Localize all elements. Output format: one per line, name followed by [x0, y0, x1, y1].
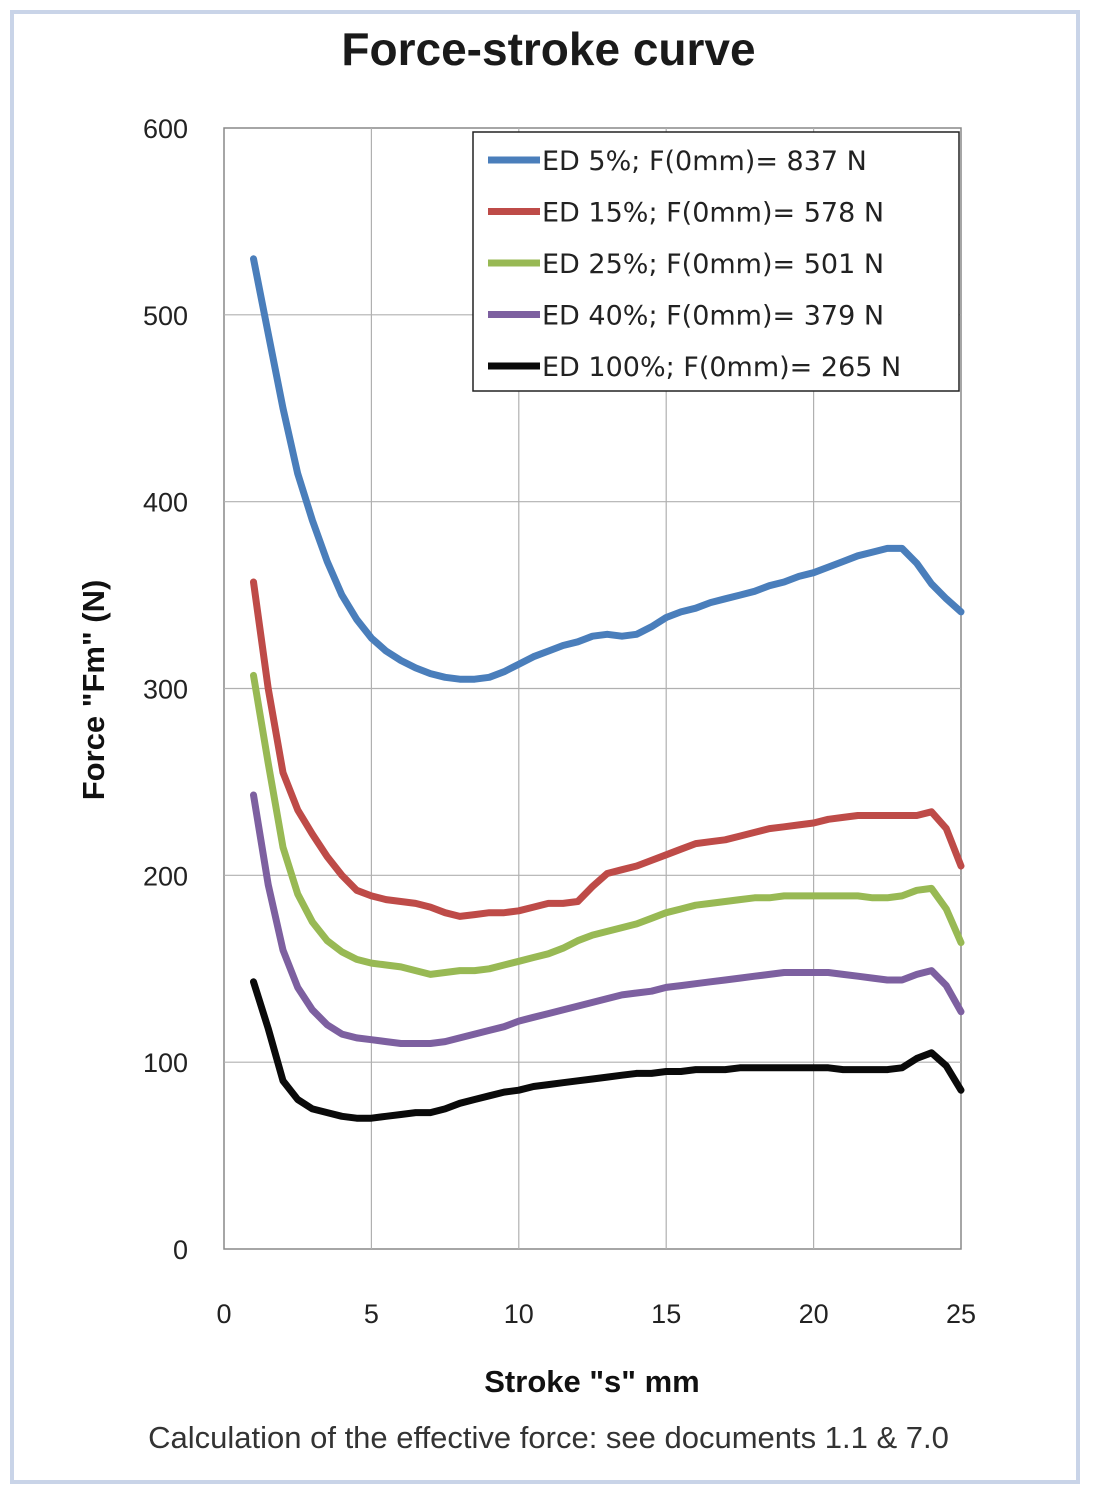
x-tick-label: 5 — [364, 1299, 379, 1329]
x-tick-label: 25 — [946, 1299, 976, 1329]
x-tick-label: 15 — [651, 1299, 681, 1329]
y-tick-label: 300 — [143, 675, 188, 705]
y-tick-label: 400 — [143, 488, 188, 518]
y-tick-label: 200 — [143, 861, 188, 891]
x-tick-label: 20 — [799, 1299, 829, 1329]
legend: ED 5%; F(0mm)= 837 N ED 15%; F(0mm)= 578 … — [472, 131, 960, 392]
x-tick-label: 10 — [504, 1299, 534, 1329]
series-line-5 — [250, 978, 965, 1122]
legend-label: ED 25%; F(0mm)= 501 N — [542, 249, 884, 280]
legend-label: ED 15%; F(0mm)= 578 N — [542, 198, 884, 229]
y-tick-label: 500 — [143, 301, 188, 331]
series-line-1 — [250, 255, 965, 683]
legend-label: ED 100%; F(0mm)= 265 N — [542, 352, 901, 383]
x-tick-label: 0 — [216, 1299, 231, 1329]
series-line-2 — [250, 578, 965, 920]
series-line-3 — [250, 671, 965, 978]
x-axis-title: Stroke "s" mm — [484, 1364, 699, 1399]
y-axis-title: Force "Fm" (N) — [76, 580, 111, 801]
series-lines — [250, 255, 965, 1122]
legend-box — [472, 131, 960, 392]
legend-label: ED 5%; F(0mm)= 837 N — [542, 146, 867, 177]
series-line-4 — [250, 791, 965, 1047]
y-tick-label: 600 — [143, 114, 188, 144]
y-tick-label: 0 — [173, 1235, 188, 1265]
y-tick-label: 100 — [143, 1048, 188, 1078]
legend-label: ED 40%; F(0mm)= 379 N — [542, 301, 884, 332]
tick-labels: 0 5 10 15 20 25 0 100 200 300 400 500 600 — [143, 114, 976, 1329]
footer-note: Calculation of the effective force: see … — [148, 1420, 949, 1455]
chart-title: Force-stroke curve — [341, 23, 756, 75]
